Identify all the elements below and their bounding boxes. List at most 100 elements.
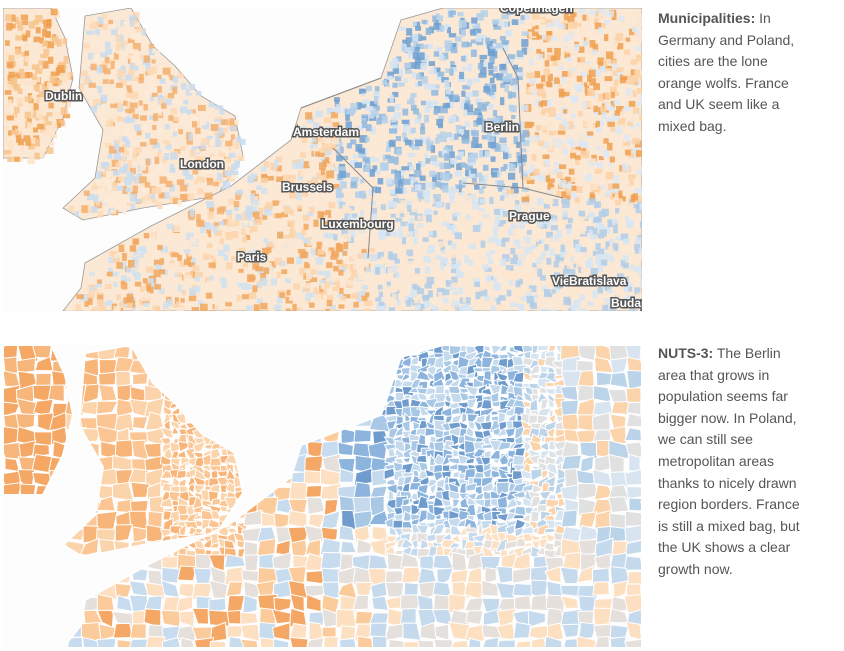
border <box>332 147 374 259</box>
municipality <box>35 68 43 74</box>
municipality <box>501 144 507 151</box>
municipality <box>412 21 417 28</box>
nuts3-region <box>639 624 642 639</box>
municipality <box>339 287 344 294</box>
municipality <box>398 207 405 214</box>
nuts3-region <box>180 397 188 413</box>
municipality <box>331 137 340 145</box>
municipality <box>592 250 599 256</box>
nuts3-region <box>257 566 278 584</box>
municipality <box>221 119 229 126</box>
municipality <box>193 116 199 124</box>
municipality <box>108 19 114 25</box>
municipality <box>632 112 638 117</box>
municipality <box>316 294 322 300</box>
nuts3-region <box>320 510 341 531</box>
nuts3-region <box>80 458 100 473</box>
municipality <box>15 35 23 41</box>
municipality <box>516 50 524 58</box>
municipality <box>58 69 66 76</box>
municipality <box>336 141 343 147</box>
nuts3-region <box>320 358 341 375</box>
municipality <box>372 165 378 173</box>
municipality <box>384 285 393 293</box>
municipality <box>492 66 498 72</box>
municipality <box>350 160 358 166</box>
municipality <box>164 275 173 282</box>
municipality <box>44 81 49 87</box>
municipality <box>139 286 145 293</box>
municipality <box>124 177 132 186</box>
nuts3-region <box>216 470 228 478</box>
nuts3-region <box>289 622 308 640</box>
municipality <box>326 294 334 301</box>
municipality <box>7 156 13 162</box>
municipality <box>426 28 432 34</box>
nuts3-region <box>240 454 262 475</box>
municipality <box>378 305 387 310</box>
nuts3-region <box>178 610 195 628</box>
nuts3-region <box>419 555 435 570</box>
municipality <box>342 251 348 256</box>
municipality <box>581 140 589 149</box>
municipality <box>334 99 340 108</box>
municipality <box>286 145 293 152</box>
municipality <box>125 187 132 193</box>
municipality <box>6 133 12 139</box>
coast <box>61 345 642 648</box>
nuts3-region <box>368 345 389 362</box>
municipality <box>129 102 138 109</box>
municipality <box>191 257 196 265</box>
municipality <box>462 130 470 137</box>
municipality <box>332 286 339 292</box>
municipality <box>433 210 438 215</box>
municipality <box>129 193 137 202</box>
municipality <box>472 23 481 30</box>
municipality <box>542 171 549 176</box>
municipality <box>524 288 532 295</box>
municipality <box>134 65 139 71</box>
municipality <box>13 106 20 114</box>
municipality <box>409 209 417 216</box>
municipality <box>24 111 32 119</box>
municipality <box>558 179 567 188</box>
municipality <box>461 220 468 228</box>
nuts3-region <box>95 568 115 587</box>
nuts3-region <box>232 440 244 452</box>
nuts3-region <box>3 499 21 517</box>
municipality <box>102 171 107 176</box>
municipality <box>467 63 473 72</box>
nuts3-region <box>577 345 598 362</box>
municipality <box>420 100 427 106</box>
municipality <box>393 305 401 311</box>
municipality <box>593 286 599 292</box>
municipality <box>564 50 571 59</box>
nuts3-region <box>223 367 237 378</box>
municipality <box>365 292 370 298</box>
municipality <box>528 285 537 293</box>
municipality <box>623 134 630 140</box>
municipality <box>20 26 27 34</box>
municipality <box>192 169 199 175</box>
municipality <box>487 137 495 146</box>
municipality <box>90 285 95 292</box>
municipality <box>493 25 502 30</box>
municipality <box>534 135 541 142</box>
municipality <box>552 284 560 293</box>
municipality <box>413 108 420 115</box>
municipality <box>335 193 344 198</box>
municipality <box>606 103 611 111</box>
nuts3-region <box>193 355 205 370</box>
municipality <box>63 55 69 64</box>
municipality <box>308 159 314 167</box>
municipality <box>467 203 474 211</box>
municipality <box>178 129 183 135</box>
municipality <box>426 276 435 285</box>
nuts3-region <box>272 551 292 571</box>
municipality <box>273 304 282 311</box>
municipality <box>480 198 487 204</box>
municipality <box>571 185 577 192</box>
municipality <box>100 306 107 311</box>
municipality <box>593 27 600 34</box>
nuts3-region <box>234 436 246 447</box>
